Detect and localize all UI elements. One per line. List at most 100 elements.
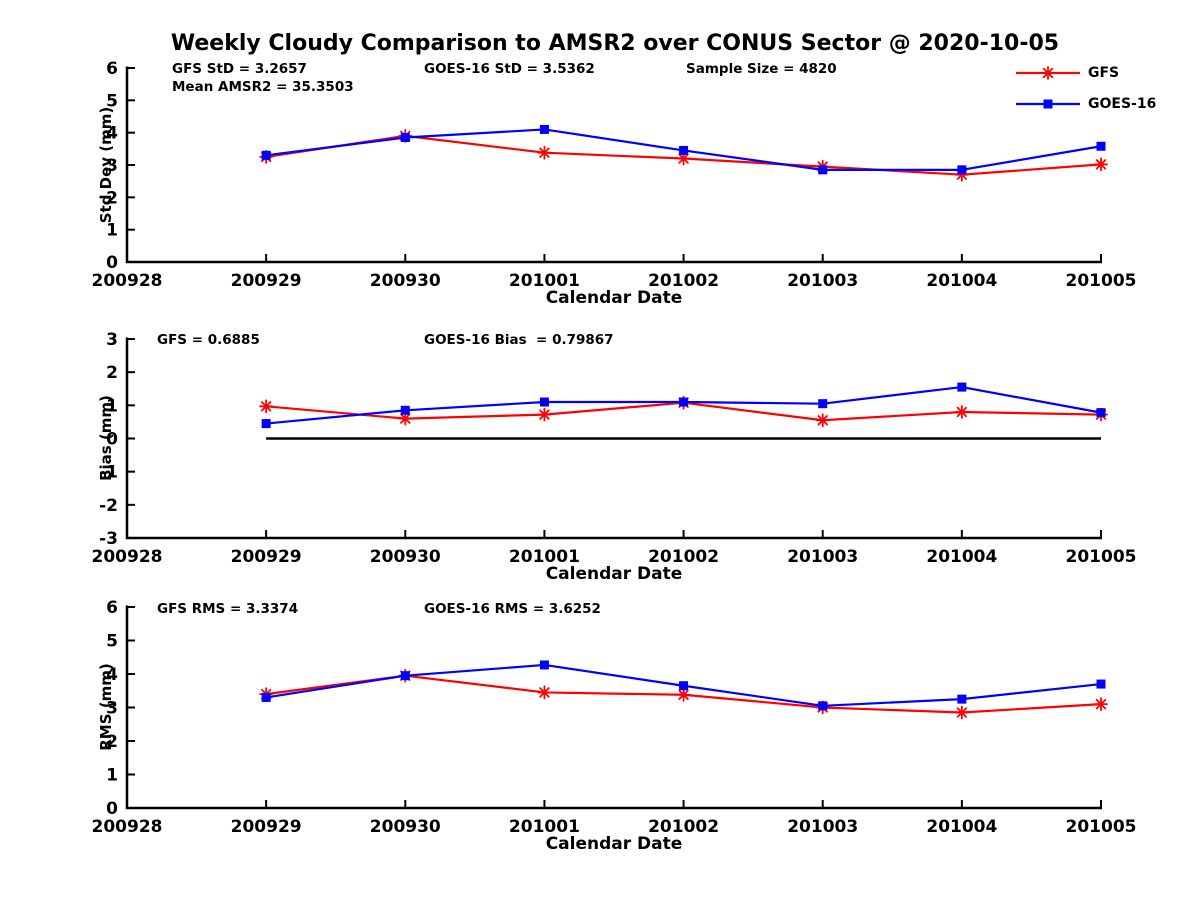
xlabel-rms: Calendar Date bbox=[545, 834, 683, 854]
page-title: Weekly Cloudy Comparison to AMSR2 over C… bbox=[170, 31, 1060, 56]
goes16-marker bbox=[261, 692, 271, 702]
y-tick-label: 3 bbox=[106, 330, 118, 350]
annotation-mean-amsr2: Mean AMSR2 = 35.3503 bbox=[172, 79, 354, 95]
goes16-marker bbox=[400, 671, 410, 681]
goes16-marker bbox=[957, 382, 967, 392]
x-tick-label: 200930 bbox=[370, 817, 441, 837]
goes16-marker bbox=[679, 397, 689, 407]
annotation-gfs-rms: GFS RMS = 3.3374 bbox=[157, 601, 299, 617]
legend-item-gfs: GFS bbox=[1016, 63, 1156, 83]
goes16-marker bbox=[539, 397, 549, 407]
goes16-marker bbox=[1096, 679, 1106, 689]
annotation-gfs-std: GFS StD = 3.2657 bbox=[172, 61, 307, 77]
goes16-marker bbox=[400, 405, 410, 415]
gfs-marker bbox=[400, 413, 411, 424]
goes16-line-icon bbox=[1016, 99, 1080, 109]
panel-bias: -3 -2 -1 0 1 2 3 200928 200929 200930 201001 201002… bbox=[92, 330, 1137, 567]
x-tick-label: 201005 bbox=[1066, 271, 1137, 291]
y-tick-label: 2 bbox=[106, 732, 118, 752]
x-tick-label: 200929 bbox=[231, 547, 302, 567]
x-tick-label: 201004 bbox=[926, 547, 997, 567]
legend-marker bbox=[1043, 99, 1053, 109]
gfs-marker bbox=[539, 409, 550, 420]
legend-label-gfs: GFS bbox=[1088, 65, 1120, 81]
y-tick-label: -3 bbox=[99, 529, 118, 549]
goes16-marker bbox=[679, 681, 689, 691]
x-tick-label: 201005 bbox=[1066, 547, 1137, 567]
gfs-marker bbox=[1095, 159, 1107, 170]
ylabel-rms: RMS (mm) bbox=[97, 663, 115, 751]
gfs-marker bbox=[539, 687, 550, 698]
y-tick-label: 5 bbox=[106, 91, 118, 111]
x-tick-label: 200929 bbox=[231, 271, 302, 291]
x-tick-label: 201004 bbox=[926, 817, 997, 837]
panel-rms: 0 1 2 3 4 5 6 200928 200929 200930 201001 201002 201… bbox=[92, 598, 1137, 837]
annotation-goes-std: GOES-16 StD = 3.5362 bbox=[424, 61, 595, 77]
axis-spines bbox=[125, 66, 1102, 264]
xlabel-std-dev: Calendar Date bbox=[545, 288, 683, 308]
y-tick-label: 0 bbox=[106, 430, 118, 450]
legend-marker bbox=[1042, 67, 1054, 79]
x-tick-label: 201001 bbox=[509, 817, 580, 837]
gfs-marker bbox=[817, 415, 828, 426]
gfs-marker bbox=[260, 401, 272, 412]
x-tick-label: 201003 bbox=[787, 547, 858, 567]
goes16-marker bbox=[400, 133, 410, 143]
y-tick-label: 1 bbox=[106, 766, 118, 786]
goes16-marker bbox=[261, 419, 271, 429]
gfs-marker bbox=[956, 707, 968, 718]
gfs-marker bbox=[956, 406, 968, 418]
x-tick-label: 201004 bbox=[926, 271, 997, 291]
gfs-marker bbox=[678, 153, 689, 164]
x-tick-label: 200928 bbox=[92, 271, 163, 291]
gfs-marker bbox=[678, 689, 689, 700]
x-tick-label: 201002 bbox=[648, 547, 719, 567]
gfs-line-icon bbox=[1016, 66, 1080, 80]
y-tick-label: 0 bbox=[106, 799, 118, 819]
legend-item-goes16: GOES-16 bbox=[1016, 94, 1156, 114]
y-tick-label: -1 bbox=[99, 463, 118, 483]
y-tick-label: 3 bbox=[106, 156, 118, 176]
x-tick-label: 200930 bbox=[370, 271, 441, 291]
x-tick-label: 201002 bbox=[648, 271, 719, 291]
y-tick-label: 6 bbox=[106, 598, 118, 618]
y-tick-label: 5 bbox=[106, 632, 118, 652]
goes16-marker bbox=[1096, 141, 1106, 151]
x-tick-label: 201001 bbox=[509, 271, 580, 291]
x-tick-label: 201003 bbox=[787, 271, 858, 291]
xlabel-bias: Calendar Date bbox=[545, 564, 683, 584]
y-tick-label: 4 bbox=[106, 665, 118, 685]
legend: GFS GOES-16 bbox=[1016, 63, 1156, 125]
y-tick-label: 1 bbox=[106, 396, 118, 416]
panel-std-dev: 0 1 2 3 4 5 6 200928 200929 200930 201001 201002 201… bbox=[92, 59, 1137, 291]
goes16-marker bbox=[957, 694, 967, 704]
x-tick-label: 201002 bbox=[648, 817, 719, 837]
y-tick-label: -2 bbox=[99, 496, 118, 516]
x-tick-label: 201003 bbox=[787, 817, 858, 837]
goes16-marker bbox=[818, 165, 828, 175]
goes16-marker bbox=[539, 124, 549, 134]
y-tick-label: 4 bbox=[106, 124, 118, 144]
x-tick-label: 201001 bbox=[509, 547, 580, 567]
x-tick-label: 200930 bbox=[370, 547, 441, 567]
x-tick-label: 200928 bbox=[92, 547, 163, 567]
goes16-marker bbox=[1096, 408, 1106, 418]
annotation-sample-size: Sample Size = 4820 bbox=[686, 61, 837, 77]
x-tick-label: 200928 bbox=[92, 817, 163, 837]
goes16-marker bbox=[818, 399, 828, 409]
x-tick-label: 201005 bbox=[1066, 817, 1137, 837]
goes16-marker bbox=[261, 150, 271, 160]
goes16-marker bbox=[539, 660, 549, 670]
gfs-marker bbox=[539, 147, 550, 158]
x-tick-label: 200929 bbox=[231, 817, 302, 837]
y-tick-label: 3 bbox=[106, 699, 118, 719]
ylabel-std-dev: Std Dev (mm) bbox=[97, 106, 115, 224]
legend-label-goes16: GOES-16 bbox=[1088, 96, 1157, 112]
annotation-goes-bias: GOES-16 Bias = 0.79867 bbox=[424, 332, 614, 348]
goes16-marker bbox=[957, 165, 967, 175]
gfs-marker bbox=[1095, 698, 1107, 710]
ylabel-bias: Bias (mm) bbox=[97, 395, 115, 481]
annotation-gfs-bias: GFS = 0.6885 bbox=[157, 332, 260, 348]
